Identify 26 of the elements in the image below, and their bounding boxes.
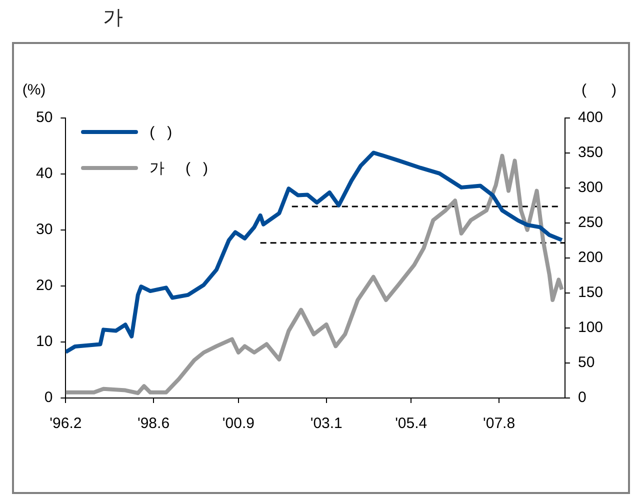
- chart-title: 가: [103, 4, 123, 31]
- x-tick-label: '00.9: [222, 415, 254, 432]
- y2-tick-label: 400: [578, 109, 604, 126]
- y-axis-title: (%): [22, 82, 46, 99]
- legend-label: ( ): [150, 124, 172, 140]
- y2-tick-label: 0: [578, 389, 586, 406]
- x-tick-label: '98.6: [137, 415, 170, 432]
- y-tick-label: 50: [36, 109, 53, 126]
- y2-tick-label: 300: [578, 179, 604, 196]
- y-tick-label: 20: [36, 277, 53, 294]
- y2-tick-label: 250: [578, 214, 604, 232]
- y-tick-label: 40: [36, 165, 53, 182]
- x-tick-label: '96.2: [50, 415, 82, 432]
- y-tick-label: 30: [36, 221, 53, 238]
- y2-tick-label: 50: [578, 354, 595, 372]
- y2-tick-label: 350: [578, 144, 604, 162]
- y2-tick-label: 200: [578, 249, 604, 266]
- y-tick-label: 0: [44, 389, 53, 406]
- y2-tick-label: 100: [578, 319, 604, 336]
- x-tick-label: '03.1: [310, 415, 342, 432]
- y2-tick-label: 150: [578, 284, 604, 302]
- x-tick-label: '07.8: [482, 415, 516, 432]
- y2-axis-title: ( ): [582, 82, 616, 99]
- x-tick-label: '05.4: [395, 415, 428, 432]
- y-tick-label: 10: [36, 333, 53, 350]
- legend-label: 가 ( ): [150, 158, 208, 178]
